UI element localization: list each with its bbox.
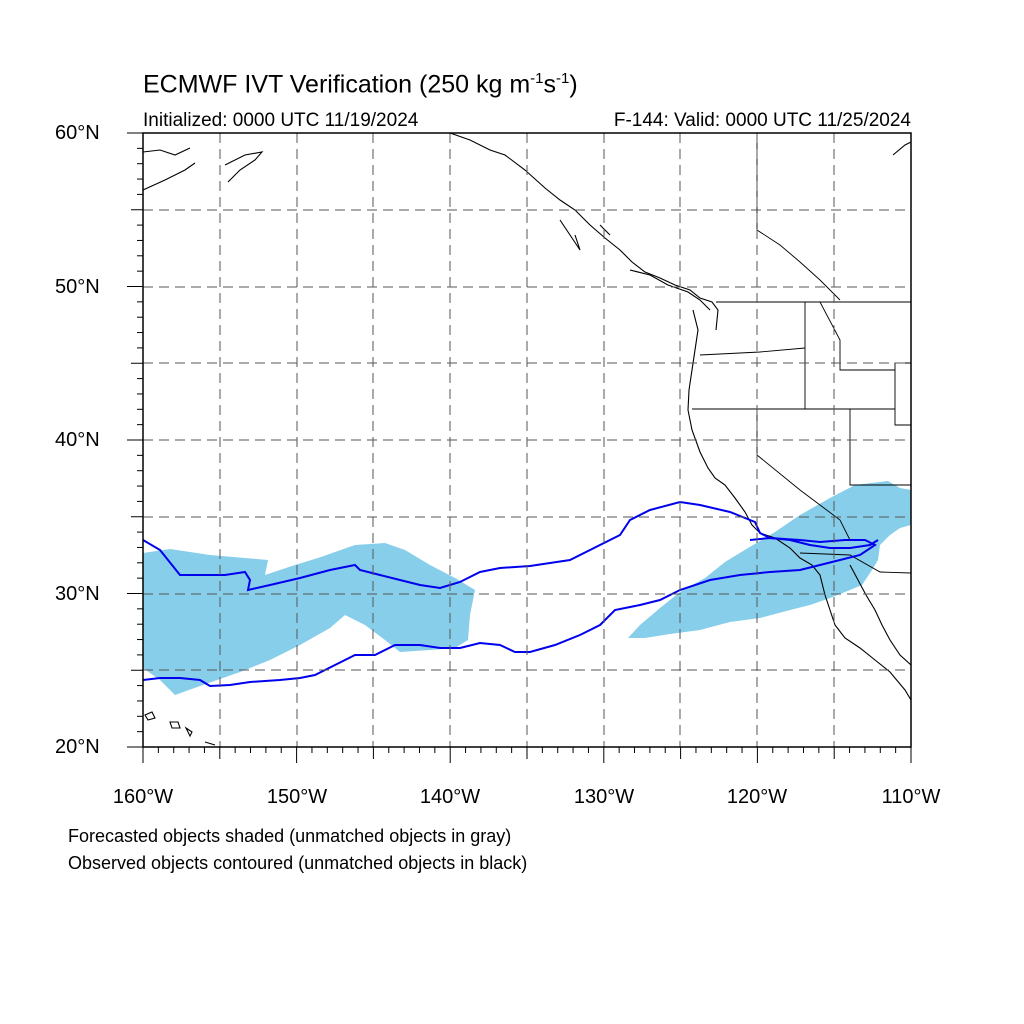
canada-internal-border xyxy=(756,229,841,301)
observed-object-sbight xyxy=(749,536,879,549)
initialized-time: Initialized: 0000 UTC 11/19/2024 xyxy=(143,110,419,131)
graticule xyxy=(143,133,911,747)
gulf-of-california xyxy=(849,564,911,666)
se-alaska-islands xyxy=(559,219,711,311)
lat-label-20n: 20°N xyxy=(55,736,100,758)
us-mexico-border xyxy=(799,552,911,574)
canada-coast-north xyxy=(892,141,911,156)
lon-label-150w: 150°W xyxy=(266,786,328,808)
lon-label-120w: 120°W xyxy=(726,786,788,808)
forecast-object-west xyxy=(143,543,475,695)
nv-ut-border xyxy=(849,409,911,486)
valid-time: F-144: Valid: 0000 UTC 11/25/2024 xyxy=(613,110,911,131)
observed-object-west xyxy=(143,500,877,688)
legend-forecast-note: Forecasted objects shaded (unmatched obj… xyxy=(68,826,512,846)
figure-title: ECMWF IVT Verification (250 kg m-1s-1) xyxy=(143,70,578,99)
lon-label-160w: 160°W xyxy=(112,786,174,808)
observed-objects xyxy=(143,500,879,688)
ut-border xyxy=(894,362,911,426)
axis-ticks xyxy=(127,132,912,763)
legend-observed-note: Observed objects contoured (unmatched ob… xyxy=(68,853,528,873)
lat-label-40n: 40°N xyxy=(55,429,100,451)
or-wa-border xyxy=(699,347,806,356)
lat-label-50n: 50°N xyxy=(55,276,100,298)
lat-label-30n: 30°N xyxy=(55,583,100,605)
alaska-coast xyxy=(143,133,719,331)
lon-label-130w: 130°W xyxy=(573,786,635,808)
lon-label-110w: 110°W xyxy=(881,786,941,808)
id-border xyxy=(804,301,895,409)
lon-label-140w: 140°W xyxy=(419,786,481,808)
hawaii-islands xyxy=(144,711,216,746)
lat-label-60n: 60°N xyxy=(55,122,100,144)
